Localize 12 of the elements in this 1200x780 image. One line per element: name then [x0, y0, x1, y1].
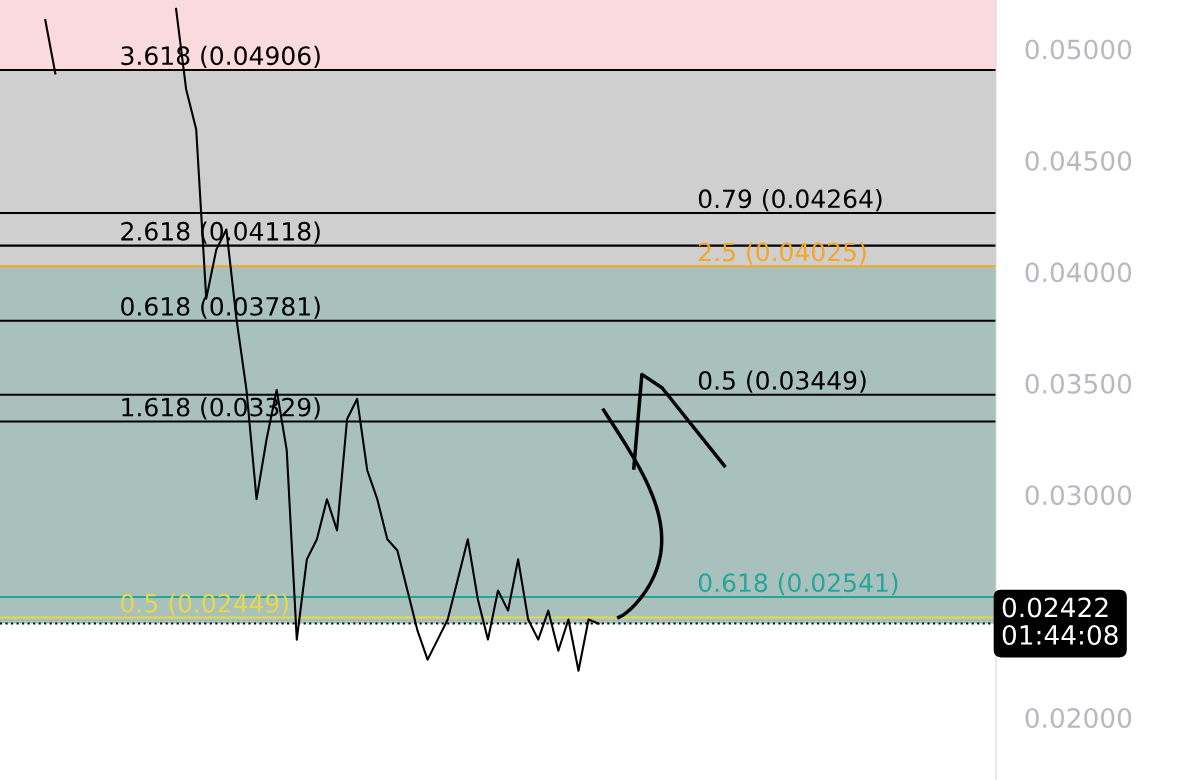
y-tick-label: 0.04000: [1025, 262, 1132, 283]
ref-line-label: 2.5 (0.04025): [699, 242, 866, 265]
ref-line-label: 0.618 (0.02541): [698, 572, 898, 596]
ref-line-label: 0.5 (0.03449): [698, 370, 866, 393]
y-tick-label: 0.04500: [1025, 150, 1132, 171]
ref-line-label: 0.79 (0.04264): [698, 188, 882, 212]
ref-line-label: 0.5 (0.02449): [121, 593, 288, 616]
y-tick-label: 0.03000: [1025, 485, 1132, 506]
ref-line-label: 0.02422 01:44:08: [1002, 597, 1118, 645]
y-tick-label: 0.03500: [1025, 373, 1132, 394]
y-tick-label: 0.02000: [1025, 708, 1132, 728]
y-tick-label: 0.05000: [1025, 39, 1132, 60]
